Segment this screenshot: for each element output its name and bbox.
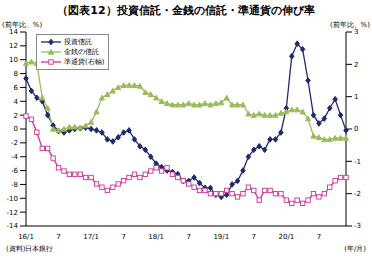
html-text:金銭の信託: 金銭の信託 bbox=[64, 48, 99, 56]
svg-text:10: 10 bbox=[9, 56, 18, 64]
html-text:(前年比、%): (前年比、%) bbox=[2, 21, 43, 29]
svg-text:-2: -2 bbox=[11, 139, 18, 147]
html-text:(年/月): (年/月) bbox=[344, 245, 366, 253]
html-text:(資料)日本銀行: (資料)日本銀行 bbox=[6, 245, 54, 253]
svg-text:-14: -14 bbox=[8, 222, 19, 230]
svg-text:16/1: 16/1 bbox=[18, 233, 34, 241]
svg-text:7: 7 bbox=[186, 233, 190, 241]
svg-text:14: 14 bbox=[9, 28, 18, 36]
svg-text:2: 2 bbox=[354, 61, 358, 69]
html-text:投資信託: 投資信託 bbox=[64, 38, 92, 46]
svg-text:12: 12 bbox=[9, 42, 18, 50]
svg-text:20/1: 20/1 bbox=[278, 233, 294, 241]
svg-text:7: 7 bbox=[121, 233, 125, 241]
svg-text:18/1: 18/1 bbox=[148, 233, 164, 241]
svg-text:0: 0 bbox=[14, 125, 18, 133]
svg-text:-2: -2 bbox=[354, 190, 361, 198]
svg-text:7: 7 bbox=[56, 233, 60, 241]
svg-text:7: 7 bbox=[252, 233, 256, 241]
svg-text:7: 7 bbox=[317, 233, 321, 241]
svg-text:-8: -8 bbox=[11, 181, 18, 189]
svg-text:8: 8 bbox=[14, 70, 18, 78]
svg-text:-3: -3 bbox=[354, 222, 361, 230]
svg-text:-10: -10 bbox=[8, 195, 18, 203]
svg-text:-1: -1 bbox=[354, 158, 361, 166]
svg-text:-12: -12 bbox=[8, 209, 18, 217]
svg-text:-6: -6 bbox=[11, 167, 19, 175]
svg-text:17/1: 17/1 bbox=[83, 233, 99, 241]
svg-text:2: 2 bbox=[14, 112, 18, 120]
svg-text:1: 1 bbox=[354, 93, 358, 101]
svg-text:-4: -4 bbox=[11, 153, 19, 161]
svg-text:19/1: 19/1 bbox=[213, 233, 229, 241]
svg-text:3: 3 bbox=[354, 28, 358, 36]
svg-text:4: 4 bbox=[14, 98, 19, 106]
html-text:準通貨(右軸): 準通貨(右軸) bbox=[64, 58, 105, 66]
html-text:(前年比、%): (前年比、%) bbox=[329, 21, 370, 29]
html-text:（図表12）投資信託・金銭の信託・準通貨の伸び率: （図表12）投資信託・金銭の信託・準通貨の伸び率 bbox=[57, 4, 315, 17]
svg-text:0: 0 bbox=[354, 125, 358, 133]
svg-text:6: 6 bbox=[14, 84, 19, 92]
